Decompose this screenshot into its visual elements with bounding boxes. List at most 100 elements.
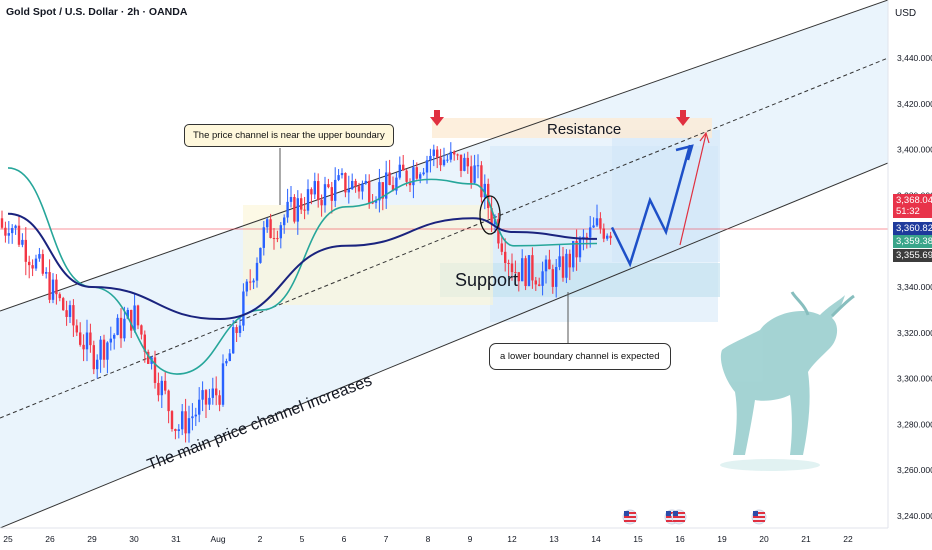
candle-body xyxy=(327,184,330,188)
candle-body xyxy=(398,164,401,178)
candle-body xyxy=(153,357,157,383)
candle-body xyxy=(585,236,588,238)
candle-body xyxy=(357,186,361,192)
candle-body xyxy=(374,200,378,203)
x-tick-label: 20 xyxy=(759,534,769,544)
candle-body xyxy=(235,327,238,333)
x-tick-label: 13 xyxy=(549,534,559,544)
red-target-arrow xyxy=(679,133,707,246)
candle-body xyxy=(466,157,469,167)
candle-body xyxy=(300,198,303,210)
price-tag-last-countdown: 51:32 xyxy=(896,206,920,217)
upper-boundary-note: The price channel is near the upper boun… xyxy=(184,124,394,147)
candle-body xyxy=(378,182,381,201)
bull-icon xyxy=(720,291,855,471)
candle-body xyxy=(45,272,48,274)
candle-body xyxy=(558,256,561,268)
forecast-arrow-head xyxy=(675,144,694,161)
candle-body xyxy=(119,317,123,339)
candle-body xyxy=(184,411,187,434)
candle-body xyxy=(34,258,38,269)
candle-body xyxy=(589,227,592,238)
candle-body xyxy=(476,165,480,167)
x-tick-label: 31 xyxy=(171,534,181,544)
x-tick-label: 15 xyxy=(633,534,643,544)
candle-body xyxy=(41,254,44,274)
candle-body xyxy=(289,197,293,202)
candle-body xyxy=(385,172,388,199)
y-tick-label: 3,340.000 xyxy=(897,282,932,292)
candle-body xyxy=(252,280,255,283)
currency-label[interactable]: USD xyxy=(895,8,917,19)
down-arrow-icon xyxy=(430,110,444,126)
y-tick-label: 3,260.000 xyxy=(897,465,932,475)
candle-body xyxy=(459,154,463,171)
y-tick-label: 3,400.000 xyxy=(897,145,932,155)
down-arrow-icon xyxy=(676,110,690,126)
candle-body xyxy=(204,390,208,405)
candle-body xyxy=(330,187,333,201)
candle-body xyxy=(575,240,578,258)
x-tick-label: 8 xyxy=(426,534,431,544)
candle-body xyxy=(102,339,106,360)
candle-body xyxy=(429,155,432,161)
time-axis[interactable]: 25 26 29 30 31 Aug 2 5 6 7 8 9 12 13 14 15 16 19 20 21 22 xyxy=(3,534,853,544)
ema-slow-line xyxy=(7,212,598,321)
price-axis[interactable]: 3,240.000 3,260.000 3,280.000 3,300.000 3,32… xyxy=(897,53,932,521)
candle-body xyxy=(551,269,554,287)
candle-body xyxy=(432,149,435,156)
candle-body xyxy=(293,197,296,222)
candle-body xyxy=(320,199,323,206)
candle-body xyxy=(276,238,279,240)
candle-body xyxy=(266,219,269,228)
candle-body xyxy=(249,281,252,283)
x-tick-label: 19 xyxy=(717,534,727,544)
candle-body xyxy=(269,219,272,238)
candle-body xyxy=(14,225,17,229)
candle-body xyxy=(28,261,31,266)
candle-body xyxy=(106,342,109,360)
y-tick-label: 3,440.000 xyxy=(897,53,932,63)
candle-body xyxy=(92,345,95,370)
candle-body xyxy=(548,259,551,270)
candle-body xyxy=(425,160,429,173)
candle-body xyxy=(194,414,197,417)
forecast-path xyxy=(610,144,692,268)
candle-body xyxy=(565,253,568,278)
candle-body xyxy=(337,175,340,180)
candle-body xyxy=(340,173,344,176)
candle-body xyxy=(442,159,446,166)
candle-body xyxy=(174,429,177,432)
candle-body xyxy=(497,219,500,244)
candle-body xyxy=(544,259,548,272)
candle-body xyxy=(272,237,276,239)
candle-body xyxy=(436,149,439,158)
candle-body xyxy=(422,172,425,175)
candle-body xyxy=(527,255,531,287)
x-tick-label: 7 xyxy=(384,534,389,544)
candle-body xyxy=(198,399,201,415)
lower-boundary-note: a lower boundary channel is expected xyxy=(489,343,671,370)
candle-body xyxy=(354,180,357,187)
candle-body xyxy=(446,159,449,161)
channel-lower-line xyxy=(0,162,888,528)
candle-body xyxy=(109,338,112,343)
candle-body xyxy=(130,309,133,331)
candle-body xyxy=(259,247,262,263)
candle-body xyxy=(62,298,65,311)
candle-body xyxy=(4,227,7,236)
candle-body xyxy=(116,317,119,335)
candle-body xyxy=(490,208,493,225)
x-tick-label: 14 xyxy=(591,534,601,544)
candle-body xyxy=(143,334,146,352)
candle-body xyxy=(388,172,391,186)
candle-body xyxy=(538,284,541,286)
candle-body xyxy=(364,180,367,184)
candle-body xyxy=(344,173,347,193)
x-tick-label: 9 xyxy=(468,534,473,544)
candle-body xyxy=(79,332,82,345)
candle-body xyxy=(170,411,174,430)
candle-body xyxy=(439,157,442,166)
price-tag-close: 3,355.695 xyxy=(893,249,932,262)
